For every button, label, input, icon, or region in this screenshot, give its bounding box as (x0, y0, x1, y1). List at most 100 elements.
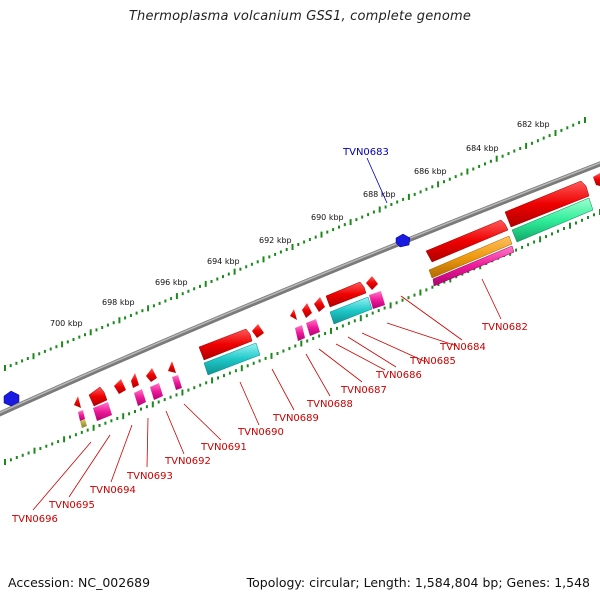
gene-tvn0687-arrow[interactable] (314, 297, 325, 312)
gene-tvn0689-magenta[interactable] (295, 325, 305, 341)
gene-tvn0695-small[interactable] (114, 379, 126, 394)
gene-label-tvn0683[interactable]: TVN0683 (342, 147, 389, 158)
gene-label-tvn0695[interactable]: TVN0695 (48, 500, 95, 511)
gene-label-tvn0692[interactable]: TVN0692 (164, 456, 211, 467)
outer-tick (193, 287, 196, 291)
inner-tick (110, 419, 113, 423)
inner-tick (312, 337, 315, 340)
gene-tvn0690-small[interactable] (252, 324, 264, 338)
gene-tvn0696-magenta[interactable] (78, 410, 85, 421)
gene-label-tvn0693[interactable]: TVN0693 (126, 471, 173, 482)
leader-tvn0689 (271, 368, 295, 411)
inner-tick (551, 232, 553, 236)
outer-tick (49, 347, 52, 351)
gene-label-tvn0696[interactable]: TVN0696 (11, 514, 58, 525)
gene-label-tvn0684[interactable]: TVN0684 (439, 342, 486, 353)
map-title: Thermoplasma volcanium GSS1, complete ge… (128, 9, 472, 24)
gene-tvn0696-olive[interactable] (80, 419, 87, 428)
gene-label-tvn0689[interactable]: TVN0689 (272, 413, 319, 424)
outer-tick (106, 323, 109, 327)
inner-tick (395, 301, 398, 305)
inner-tick (377, 309, 380, 313)
gene-tvn0690-arrow[interactable] (198, 328, 253, 361)
kbp-label-684: 684 kbp (466, 144, 499, 153)
inner-tick (581, 218, 583, 222)
gene-tvn0696-arrow[interactable] (74, 396, 81, 408)
gene-tvn0683-marker[interactable] (395, 233, 411, 248)
outer-tick (279, 250, 282, 254)
inner-tick (407, 296, 410, 300)
kbp-label-698: 698 kbp (102, 298, 135, 307)
outer-tick (332, 228, 335, 232)
outer-tick (484, 162, 486, 166)
gene-left-marker[interactable] (3, 390, 20, 407)
gene-tvn0686-cyan[interactable] (329, 296, 373, 325)
gene-tvn0682-arrow[interactable] (504, 180, 590, 228)
inner-tick (330, 327, 332, 334)
outer-tick (164, 299, 167, 303)
inner-tick (359, 315, 362, 322)
gene-tvn0688-arrow[interactable] (302, 303, 312, 318)
inner-tick (223, 374, 225, 378)
outer-tick (431, 185, 434, 189)
outer-tick (245, 265, 248, 269)
inner-tick (353, 319, 356, 323)
inner-tick (324, 332, 327, 335)
inner-tick (80, 430, 83, 434)
inner-tick (4, 459, 6, 465)
outer-tick (239, 267, 242, 271)
outer-tick (320, 231, 323, 238)
gene-label-tvn0685[interactable]: TVN0685 (409, 356, 456, 367)
outer-tick (175, 293, 178, 300)
gene-offscreen-arrow[interactable] (593, 173, 600, 186)
inner-tick (39, 447, 42, 450)
outer-tick (536, 139, 539, 143)
gene-label-tvn0690[interactable]: TVN0690 (237, 427, 284, 438)
gene-tvn0692-magenta[interactable] (172, 375, 182, 390)
outer-tick (4, 365, 6, 371)
inner-tick (276, 352, 279, 355)
gene-tvn0691-cyan[interactable] (203, 342, 261, 376)
gene-label-tvn0691[interactable]: TVN0691 (200, 442, 247, 453)
outer-tick (519, 147, 522, 150)
leader-tvn0687 (318, 348, 363, 383)
gene-tvn0693-magenta[interactable] (150, 383, 163, 400)
outer-tick (572, 123, 575, 127)
gene-tvn0694-arrow[interactable] (131, 373, 139, 388)
outer-tick-row (4, 117, 586, 371)
inner-tick (134, 410, 136, 413)
gene-tvn0689-arrow[interactable] (290, 309, 297, 320)
gene-tvn0686-magenta[interactable] (369, 291, 385, 309)
inner-tick (27, 451, 30, 455)
inner-tick (86, 428, 89, 432)
gene-tvn0685-small[interactable] (366, 276, 378, 290)
gene-tvn0688-magenta[interactable] (306, 319, 320, 336)
outer-tick (61, 341, 64, 348)
gene-tvn0695-arrow[interactable] (88, 386, 108, 407)
gene-tvn0694-magenta[interactable] (134, 389, 146, 406)
gene-tvn0684-orange[interactable] (428, 235, 513, 279)
kbp-label-688: 688 kbp (363, 190, 396, 199)
inner-tick (74, 433, 77, 437)
gene-label-tvn0687[interactable]: TVN0687 (340, 385, 387, 396)
gene-label-tvn0694[interactable]: TVN0694 (89, 485, 136, 496)
outer-tick (9, 364, 12, 368)
inner-tick (145, 405, 148, 409)
gene-tvn0684-arrow[interactable] (425, 219, 509, 263)
inner-tick (187, 388, 190, 392)
outer-tick (525, 142, 528, 149)
inner-tick (515, 248, 518, 252)
gene-label-tvn0682[interactable]: TVN0682 (481, 322, 528, 333)
outer-tick (443, 180, 445, 184)
gene-tvn0693-arrow[interactable] (146, 368, 157, 382)
gene-label-tvn0686[interactable]: TVN0686 (375, 370, 422, 381)
gene-tvn0685-arrow[interactable] (325, 281, 367, 308)
gene-tvn0682-green[interactable] (511, 197, 594, 243)
outer-tick (233, 268, 236, 275)
gene-tvn0692-arrow[interactable] (168, 361, 176, 373)
gene-tvn0684-magenta[interactable] (432, 245, 515, 287)
inner-tick (443, 280, 446, 284)
gene-tvn0695-magenta[interactable] (93, 402, 112, 421)
leader-tvn0686 (361, 332, 427, 363)
gene-label-tvn0688[interactable]: TVN0688 (306, 399, 353, 410)
